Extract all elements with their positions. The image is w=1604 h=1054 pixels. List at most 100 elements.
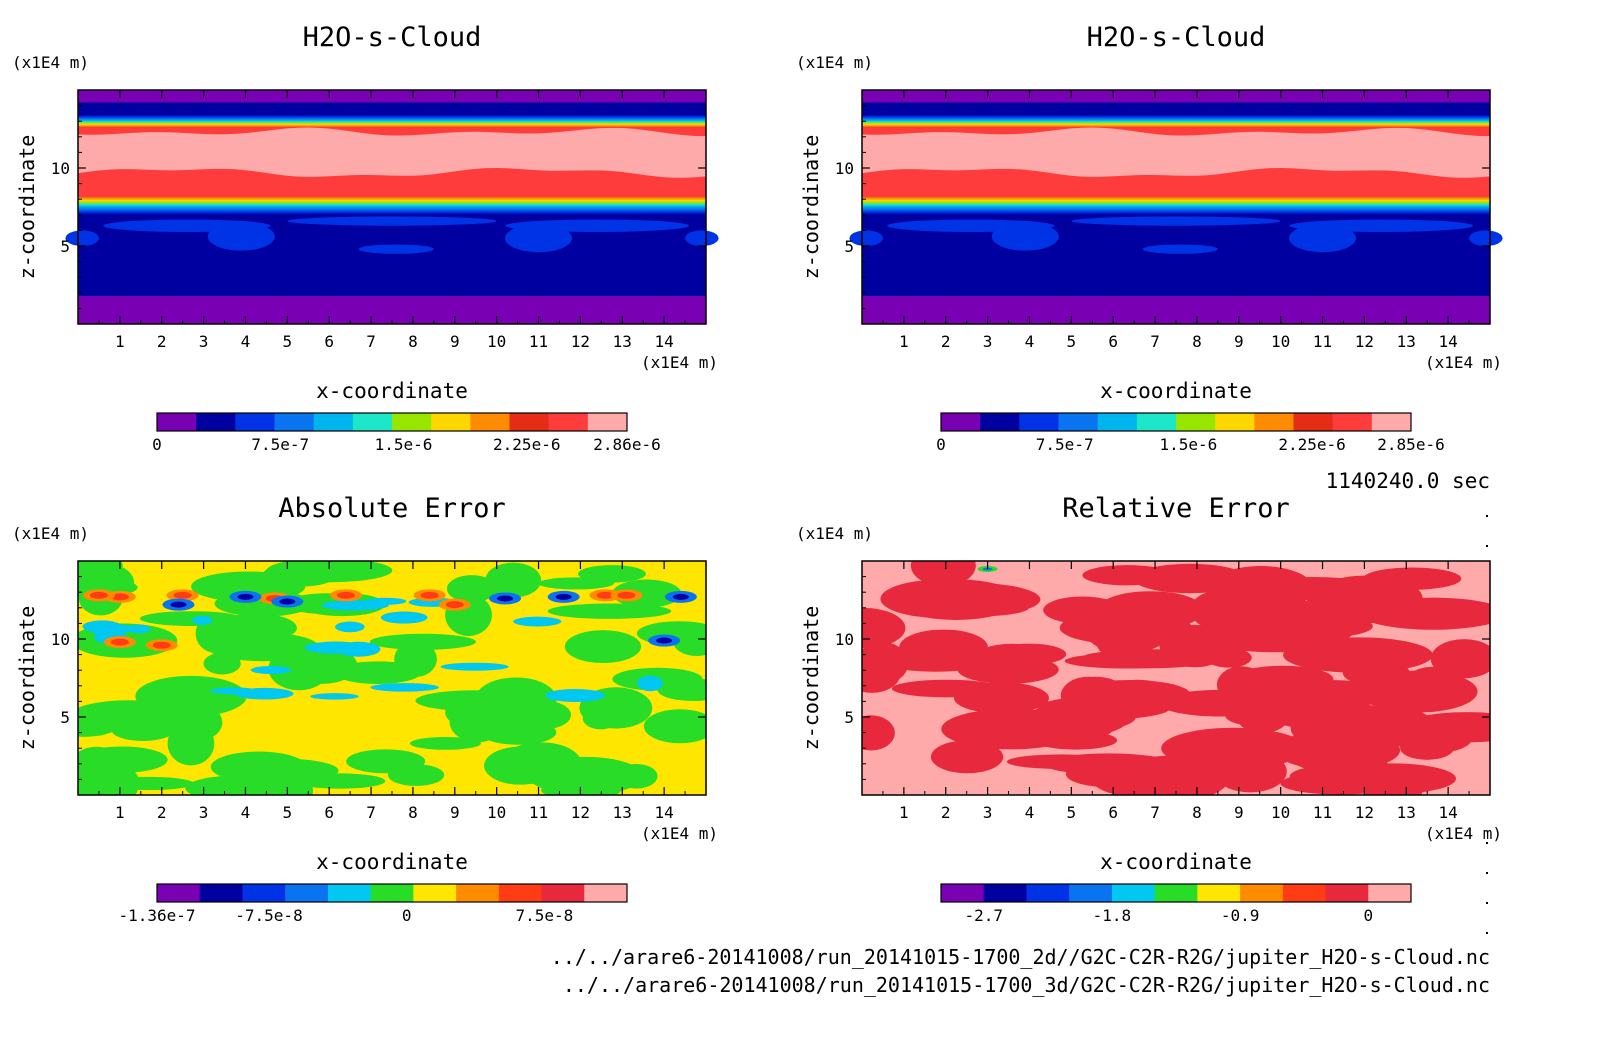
x-tick-label: 2 <box>157 332 167 351</box>
x-tick-label: 5 <box>1067 803 1077 822</box>
colorbar-swatch <box>1154 884 1198 902</box>
colorbar-tick-label: 1.5e-6 <box>1159 435 1217 454</box>
colorbar-swatch <box>285 884 329 902</box>
field-blob-cyan <box>310 693 359 700</box>
colorbar-swatch <box>548 413 589 431</box>
field-blob-blue <box>887 219 1055 232</box>
x-tick-label: 6 <box>324 803 334 822</box>
colorbar-swatch <box>352 413 393 431</box>
field-blob-red <box>1192 589 1255 623</box>
colorbar-tick-label: -1.36e-7 <box>118 906 195 925</box>
field-blob-red <box>617 591 636 599</box>
y-tick-label: 5 <box>844 708 854 727</box>
colorbar-tick-label: 2.25e-6 <box>493 435 560 454</box>
field-blob-green <box>446 575 497 603</box>
field-blob-red <box>891 679 1002 698</box>
field-blob-green <box>564 630 642 664</box>
x-tick-label: 7 <box>1150 803 1160 822</box>
field-blob-red <box>1064 653 1192 669</box>
field-blob-green <box>369 633 477 650</box>
colorbar-swatch <box>1026 884 1070 902</box>
field-blob-navy <box>555 593 572 600</box>
field-blob-blue <box>287 216 497 226</box>
x-tick-label: 1 <box>899 803 909 822</box>
y-axis-label: z-coordinate <box>15 606 39 751</box>
field-blob-red <box>862 607 906 649</box>
x-tick-label: 5 <box>283 332 293 351</box>
colorbar-tick-label: 2.25e-6 <box>1278 435 1345 454</box>
x-unit-label: (x1E4 m) <box>1425 824 1502 843</box>
x-tick-label: 11 <box>1313 332 1332 351</box>
x-tick-label: 1 <box>115 803 125 822</box>
x-tick-label: 13 <box>613 803 632 822</box>
field-blob-red <box>1043 596 1122 624</box>
field-blob-green <box>234 758 339 783</box>
y-tick-label: 5 <box>60 237 70 256</box>
field-blob-red <box>110 638 129 646</box>
y-tick-label: 5 <box>60 708 70 727</box>
field-blob-red <box>1430 639 1490 679</box>
field-blob-red <box>1133 563 1248 594</box>
colorbar-frame <box>156 412 628 432</box>
field-blob-red <box>930 740 1004 774</box>
x-tick-label: 4 <box>241 803 251 822</box>
x-tick-label: 7 <box>366 332 376 351</box>
colorbar-frame <box>156 883 628 903</box>
colorbar-swatch <box>541 884 585 902</box>
x-tick-label: 3 <box>199 803 209 822</box>
field-blob-navy <box>279 598 296 605</box>
chart-title: H2O-s-Cloud <box>303 22 482 53</box>
y-axis-label: z-coordinate <box>799 135 823 280</box>
field-blob-green <box>672 624 706 657</box>
colorbar-swatch <box>199 884 243 902</box>
x-tick-label: 14 <box>1439 803 1458 822</box>
colorbar-tick-label: 0 <box>936 435 946 454</box>
colorbar-swatch <box>456 884 500 902</box>
x-tick-label: 11 <box>529 332 548 351</box>
field-blob-red <box>1173 759 1226 783</box>
field-blob-cyan <box>321 600 389 611</box>
field-blob-red <box>1086 614 1169 653</box>
field-blob-red <box>893 579 1020 620</box>
field-blob-red <box>173 591 192 599</box>
colorbar-swatch <box>1332 413 1373 431</box>
field-blob-red <box>445 601 464 609</box>
field-blob-blue <box>849 230 883 246</box>
x-unit-label: (x1E4 m) <box>641 353 718 372</box>
y-unit-label: (x1E4 m) <box>796 524 873 543</box>
chart-title: H2O-s-Cloud <box>1087 22 1266 53</box>
colorbar-swatch <box>235 413 275 431</box>
field-blob-green <box>541 780 621 795</box>
colorbar-tick-label: -0.9 <box>1221 906 1260 925</box>
panel-h2o-cloud-3d: H2O-s-Cloud (x1E4 m) z-coordinate (x1E4 m) x… <box>796 22 1503 454</box>
x-tick-label: 12 <box>571 332 590 351</box>
field-blob-red <box>910 561 976 586</box>
field-blob-green <box>267 561 380 581</box>
field-blob-green <box>215 613 297 643</box>
y-unit-label: (x1E4 m) <box>796 53 873 72</box>
field-blob-red <box>596 591 615 599</box>
x-tick-label: 3 <box>199 332 209 351</box>
colorbar-tick-label: 0 <box>1363 906 1373 925</box>
field-blob-red <box>992 643 1067 665</box>
field-blob-blue <box>1289 219 1474 232</box>
x-tick-label: 14 <box>655 803 674 822</box>
colorbar-swatch <box>1111 884 1156 902</box>
x-tick-label: 6 <box>324 332 334 351</box>
chart-title: Relative Error <box>1062 493 1290 524</box>
y-axis-label: z-coordinate <box>799 606 823 751</box>
x-tick-label: 12 <box>571 803 590 822</box>
y-tick-label: 10 <box>51 630 70 649</box>
field-blob-red <box>420 591 439 599</box>
colorbar-swatch <box>370 884 414 902</box>
field-band-pink <box>78 127 706 178</box>
x-axis-label: x-coordinate <box>316 850 468 874</box>
colorbar-swatch <box>1240 884 1284 902</box>
field-blob-green <box>485 562 542 598</box>
colorbar-swatch <box>1215 413 1255 431</box>
field-blob-green <box>484 746 557 785</box>
field-blob-red <box>152 641 171 649</box>
x-tick-label: 4 <box>1025 803 1035 822</box>
x-tick-label: 14 <box>1439 332 1458 351</box>
colorbar-swatch <box>327 884 372 902</box>
